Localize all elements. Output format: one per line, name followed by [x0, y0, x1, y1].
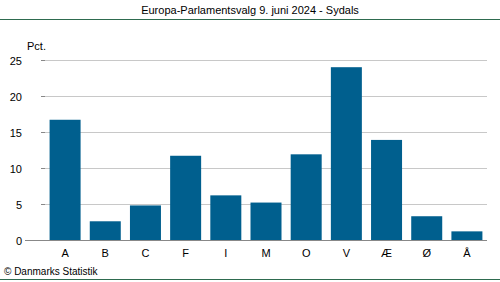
tick-label: 25 [10, 55, 22, 67]
bars [50, 67, 483, 240]
frame-line [0, 279, 500, 280]
tick-label: 15 [10, 127, 22, 139]
tick-label: 0 [16, 235, 22, 247]
bar [331, 67, 362, 240]
bar [371, 140, 402, 240]
bar [411, 216, 442, 240]
chart: Europa-Parlamentsvalg 9. juni 2024 - Syd… [0, 0, 500, 282]
tick-mark [41, 168, 45, 169]
grid-line [45, 96, 487, 97]
bar [130, 205, 161, 240]
x-axis [25, 240, 487, 241]
bar [210, 195, 241, 240]
category-label: F [182, 247, 189, 259]
tick-mark [41, 96, 45, 97]
frame-line [0, 19, 500, 20]
chart-container: Europa-Parlamentsvalg 9. juni 2024 - Syd… [0, 0, 500, 282]
bar [451, 231, 482, 240]
axis-label: Pct. [27, 40, 46, 52]
grid-line [45, 132, 487, 133]
bar [291, 154, 322, 240]
grid-line [45, 60, 487, 61]
category-label: Æ [381, 247, 392, 259]
source: © Danmarks Statistik [4, 266, 99, 277]
tick-mark [41, 132, 45, 133]
tick-mark [41, 204, 45, 205]
category-label: A [61, 247, 69, 259]
bar [251, 203, 282, 240]
bar [50, 120, 81, 240]
bar [90, 221, 121, 240]
bar [170, 156, 201, 240]
title: Europa-Parlamentsvalg 9. juni 2024 - Syd… [141, 4, 359, 16]
category-label: B [102, 247, 109, 259]
category-label: M [261, 247, 270, 259]
category-label: V [343, 247, 351, 259]
category-label: Ø [422, 247, 431, 259]
category-label: O [302, 247, 311, 259]
tick-label: 10 [10, 163, 22, 175]
category-label: C [141, 247, 149, 259]
tick-label: 5 [16, 199, 22, 211]
category-label: I [224, 247, 227, 259]
tick-label: 20 [10, 91, 22, 103]
category-label: Å [463, 247, 471, 259]
grid-line [45, 168, 487, 169]
tick-mark [41, 60, 45, 61]
